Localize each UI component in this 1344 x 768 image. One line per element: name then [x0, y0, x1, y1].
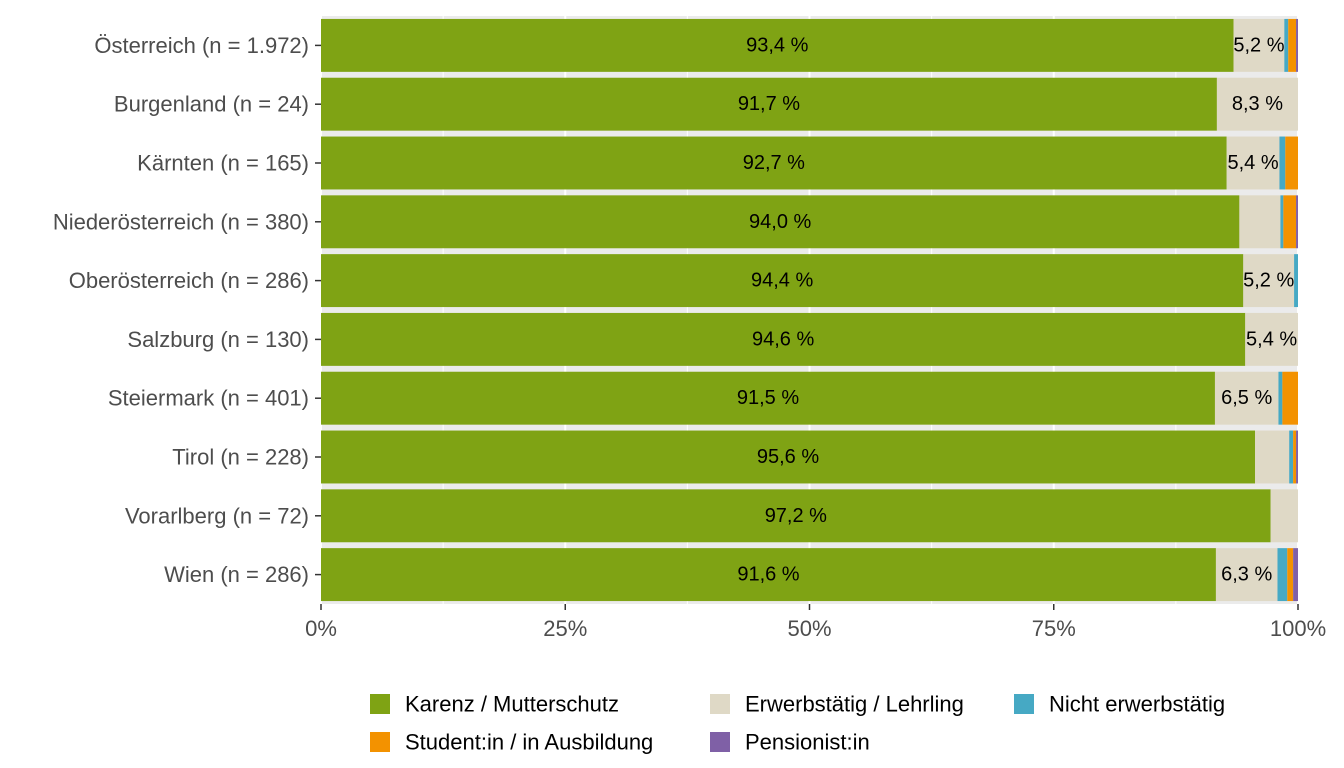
data-label: 94,6 %	[752, 328, 814, 350]
category-label: Salzburg (n = 130)	[127, 327, 309, 352]
x-tick-label: 75%	[1032, 616, 1076, 641]
category-label: Oberösterreich (n = 286)	[69, 268, 309, 293]
data-label: 94,4 %	[751, 270, 813, 292]
bar-segment	[1279, 136, 1286, 190]
bar-segment	[1296, 18, 1298, 72]
legend-label: Karenz / Mutterschutz	[405, 692, 619, 717]
bar-segment	[1283, 195, 1297, 249]
bar-segment	[1214, 371, 1279, 425]
bar-segment	[321, 430, 1256, 484]
bar-segment	[321, 489, 1271, 543]
bar-segment	[321, 254, 1244, 308]
data-label: 8,3 %	[1232, 93, 1283, 115]
data-label: 97,2 %	[765, 505, 827, 527]
bar-segment	[321, 548, 1216, 602]
bar-segment	[1285, 136, 1298, 190]
data-label: 6,5 %	[1221, 387, 1272, 409]
data-labels: 93,4 % 5,2 % 91,7 % 8,3 % 92,7 % 5,4 % 94,0 % 9…	[737, 34, 1298, 585]
data-label: 5,4 %	[1246, 328, 1297, 350]
bar-segment	[321, 18, 1234, 72]
bar-segment	[1289, 430, 1294, 484]
bar-segment	[1293, 548, 1298, 602]
category-label: Wien (n = 286)	[164, 562, 309, 587]
category-label: Österreich (n = 1.972)	[94, 33, 309, 58]
legend-swatch	[710, 694, 730, 714]
bar-segment	[1294, 254, 1298, 308]
bar-segment	[1287, 548, 1294, 602]
legend-label: Erwerbstätig / Lehrling	[745, 692, 964, 717]
x-tick-label: 100%	[1270, 616, 1326, 641]
bar-segment	[1282, 371, 1298, 425]
data-label: 5,4 %	[1227, 152, 1278, 174]
bar-segment	[1284, 18, 1289, 72]
y-axis: Österreich (n = 1.972) Burgenland (n = 24…	[53, 33, 321, 587]
data-label: 91,7 %	[738, 93, 800, 115]
legend-label: Pensionist:in	[745, 730, 870, 755]
bar-segment	[1278, 371, 1283, 425]
legend-swatch	[370, 694, 390, 714]
bar-segment	[1216, 77, 1298, 131]
data-label: 5,2 %	[1243, 270, 1294, 292]
legend-swatch	[710, 732, 730, 752]
category-label: Tirol (n = 228)	[172, 445, 309, 470]
bar-segment	[1296, 195, 1298, 249]
data-label: 94,0 %	[749, 211, 811, 233]
category-label: Vorarlberg (n = 72)	[125, 503, 309, 528]
bar-segment	[1215, 548, 1278, 602]
data-label: 95,6 %	[757, 446, 819, 468]
bar-segment	[1296, 430, 1298, 484]
category-label: Burgenland (n = 24)	[114, 92, 309, 117]
data-label: 6,3 %	[1221, 564, 1272, 586]
x-axis: 0% 25% 50% 75% 100%	[305, 604, 1326, 641]
bar-segment	[1245, 312, 1298, 366]
bar-segment	[1255, 430, 1290, 484]
category-label: Steiermark (n = 401)	[108, 386, 309, 411]
x-tick-label: 0%	[305, 616, 337, 641]
bar-segment	[321, 371, 1215, 425]
category-label: Kärnten (n = 165)	[137, 151, 309, 176]
data-label: 91,6 %	[737, 564, 799, 586]
bar-segment	[1239, 195, 1281, 249]
legend-label: Nicht erwerbstätig	[1049, 692, 1225, 717]
bars	[321, 18, 1298, 602]
category-label: Niederösterreich (n = 380)	[53, 209, 309, 234]
data-label: 5,2 %	[1233, 34, 1284, 56]
bar-segment	[1277, 548, 1288, 602]
bar-segment	[1288, 18, 1297, 72]
x-tick-label: 50%	[787, 616, 831, 641]
bar-segment	[1233, 18, 1285, 72]
bar-segment	[1293, 430, 1297, 484]
bar-segment	[321, 195, 1240, 249]
bar-segment	[321, 136, 1227, 190]
data-label: 92,7 %	[743, 152, 805, 174]
legend-label: Student:in / in Ausbildung	[405, 730, 653, 755]
bar-segment	[1226, 136, 1280, 190]
bar-segment	[1243, 254, 1295, 308]
legend: Karenz / Mutterschutz Erwerbstätig / Lehr…	[370, 692, 1225, 755]
legend-swatch	[1014, 694, 1034, 714]
bar-segment	[1270, 489, 1298, 543]
data-label: 93,4 %	[746, 34, 808, 56]
bar-segment	[321, 312, 1246, 366]
bar-segment	[1280, 195, 1284, 249]
data-label: 91,5 %	[737, 387, 799, 409]
legend-swatch	[370, 732, 390, 752]
bar-segment	[321, 77, 1217, 131]
x-tick-label: 25%	[543, 616, 587, 641]
